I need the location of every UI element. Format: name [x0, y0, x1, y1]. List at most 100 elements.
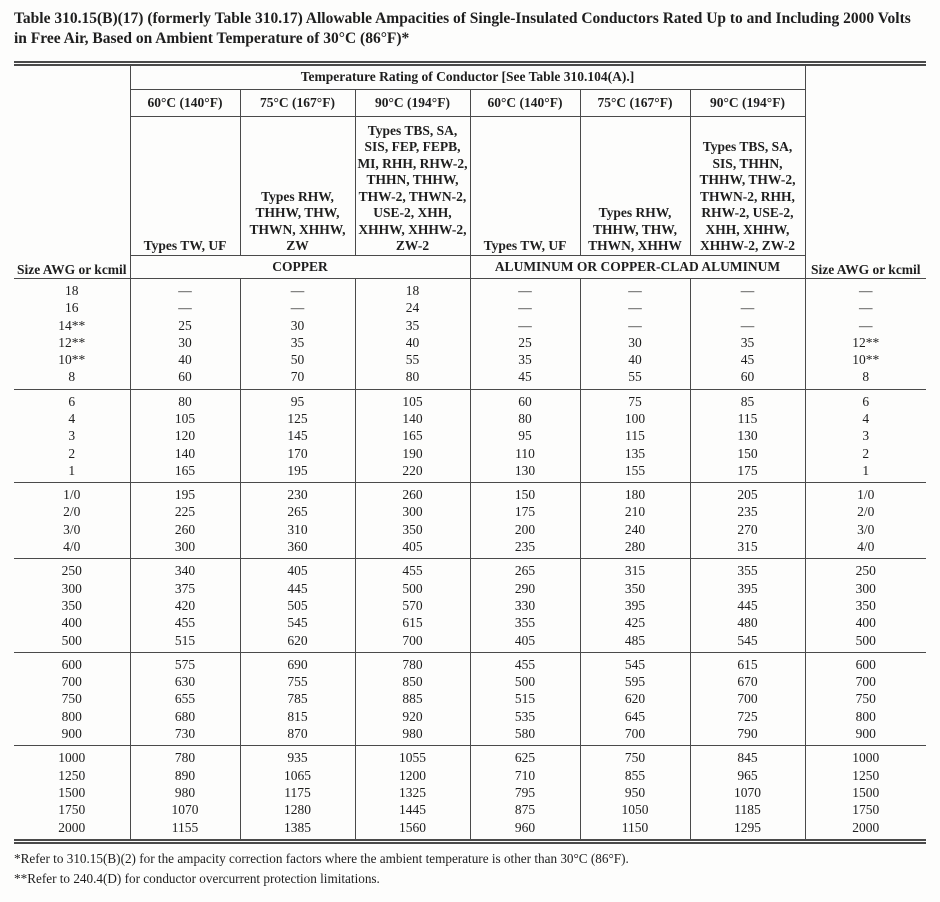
ampacity-cell: 890 [129, 766, 241, 784]
types-header-aluminum-75: Types RHW, THHW, THW, THWN, XHHW [579, 116, 691, 256]
ampacity-cell: 85 [689, 389, 806, 410]
size-cell: 1500 [804, 783, 926, 802]
ampacity-cell: 795 [469, 783, 581, 802]
ampacity-cell: 780 [129, 745, 241, 767]
ampacity-cell: 95 [239, 389, 356, 410]
ampacity-cell: 120 [129, 427, 241, 445]
ampacity-cell: — [239, 278, 356, 300]
header-row-insulation-types: Types TW, UF Types RHW, THHW, THW, THWN,… [14, 116, 926, 256]
header-row-materials: COPPER ALUMINUM OR COPPER-CLAD ALUMINUM [14, 255, 926, 279]
ampacity-cell: 195 [129, 482, 241, 504]
ampacity-cell: 885 [354, 690, 471, 708]
ampacity-cell: 620 [239, 631, 356, 653]
size-group: 600 575 690 780 455 545 615 600 700 630 755 850 500 5… [14, 652, 926, 746]
ampacity-cell: 980 [129, 783, 241, 802]
size-cell: — [804, 316, 926, 334]
table-row: 3/0 260 310 350 200 240 270 3/0 [14, 520, 926, 539]
ampacity-cell: 150 [689, 444, 806, 462]
ampacity-cell: 265 [239, 503, 356, 521]
ampacity-cell: 870 [239, 725, 356, 746]
table-row: 800 680 815 920 535 645 725 800 [14, 707, 926, 726]
ampacity-cell: 845 [689, 745, 806, 767]
ampacity-cell: 24 [354, 299, 471, 317]
ampacity-cell: 35 [354, 316, 471, 334]
ampacity-cell: 445 [239, 579, 356, 597]
ampacity-cell: 875 [469, 801, 581, 819]
size-cell: 400 [804, 614, 926, 632]
ampacity-cell: 220 [354, 461, 471, 483]
ampacity-cell: 40 [129, 351, 241, 369]
size-cell: 4/0 [804, 538, 926, 559]
size-cell: 6 [804, 389, 926, 410]
temp-header-aluminum-90: 90°C (194°F) [689, 89, 805, 117]
ampacity-cell: 935 [239, 745, 356, 767]
table-row: 16— —24— — — — [14, 299, 926, 317]
ampacity-cell: 100 [579, 409, 691, 428]
ampacity-cell: 1385 [239, 818, 356, 842]
ampacity-cell: 35 [469, 351, 581, 369]
ampacity-cell: 40 [579, 351, 691, 369]
ampacity-cell: 700 [354, 631, 471, 653]
ampacity-cell: 190 [354, 444, 471, 462]
table-row: 1500 980 1175 1325 795 950 1070 1500 [14, 783, 926, 802]
ampacity-cell: 170 [239, 444, 356, 462]
temperature-rating-header: Temperature Rating of Conductor [See Tab… [129, 63, 806, 90]
size-cell: 16 [14, 299, 131, 317]
ampacity-cell: 165 [129, 461, 241, 483]
table-row: 2 140 170 190 110 135 150 2 [14, 444, 926, 462]
ampacity-cell: 1055 [354, 745, 471, 767]
size-cell: 3 [804, 427, 926, 445]
ampacity-cell: 140 [354, 409, 471, 428]
ampacity-cell: 570 [354, 596, 471, 615]
ampacity-cell: 355 [469, 614, 581, 632]
size-cell: 3 [14, 427, 131, 445]
ampacity-cell: 360 [239, 538, 356, 559]
size-cell: 2/0 [14, 503, 131, 521]
ampacity-cell: 710 [469, 766, 581, 784]
ampacity-cell: 45 [469, 368, 581, 390]
ampacity-cell: — [689, 299, 806, 317]
ampacity-cell: 445 [689, 596, 806, 615]
size-cell: 300 [14, 579, 131, 597]
ampacity-cell: — [469, 316, 581, 334]
ampacity-cell: 655 [129, 690, 241, 708]
ampacity-cell: 205 [689, 482, 806, 504]
ampacity-cell: 30 [239, 316, 356, 334]
table-row: 18— —18— — — — [14, 278, 926, 300]
ampacity-cell: 115 [689, 409, 806, 428]
ampacity-cell: 545 [579, 652, 691, 674]
size-cell: 350 [14, 596, 131, 615]
ampacity-cell: 110 [469, 444, 581, 462]
ampacity-cell: 315 [689, 538, 806, 559]
size-cell: 500 [804, 631, 926, 653]
document-page: { "page": { "title": "Table 310.15(B)(17… [0, 9, 940, 902]
size-cell: 400 [14, 614, 131, 632]
ampacity-cell: 1070 [129, 801, 241, 819]
ampacity-cell: 1050 [579, 801, 691, 819]
table-row: 400 455 545 615 355 425 480 400 [14, 614, 926, 632]
ampacity-cell: 455 [129, 614, 241, 632]
ampacity-cell: 265 [469, 558, 581, 580]
ampacity-cell: 515 [129, 631, 241, 653]
size-cell: 700 [804, 673, 926, 691]
size-cell: 350 [804, 596, 926, 615]
ampacity-cell: 25 [469, 333, 581, 352]
size-cell: 1750 [14, 801, 131, 819]
ampacity-cell: 700 [689, 690, 806, 708]
ampacity-cell: 225 [129, 503, 241, 521]
table-row: 3 120 145 165 95 115 130 3 [14, 427, 926, 445]
ampacity-cell: 80 [469, 409, 581, 428]
size-cell: 1500 [14, 783, 131, 802]
ampacity-cell: 235 [469, 538, 581, 559]
table-row: 1250 890 1065 1200 710 855 965 1250 [14, 766, 926, 784]
footnotes: *Refer to 310.15(B)(2) for the ampacity … [14, 849, 926, 889]
ampacity-cell: 75 [579, 389, 691, 410]
ampacity-cell: 730 [129, 725, 241, 746]
ampacity-cell: 145 [239, 427, 356, 445]
ampacity-cell: 615 [689, 652, 806, 674]
ampacity-cell: 55 [579, 368, 691, 390]
ampacity-cell: 1280 [239, 801, 356, 819]
ampacity-cell: 330 [469, 596, 581, 615]
ampacity-cell: 670 [689, 673, 806, 691]
ampacity-cell: 505 [239, 596, 356, 615]
